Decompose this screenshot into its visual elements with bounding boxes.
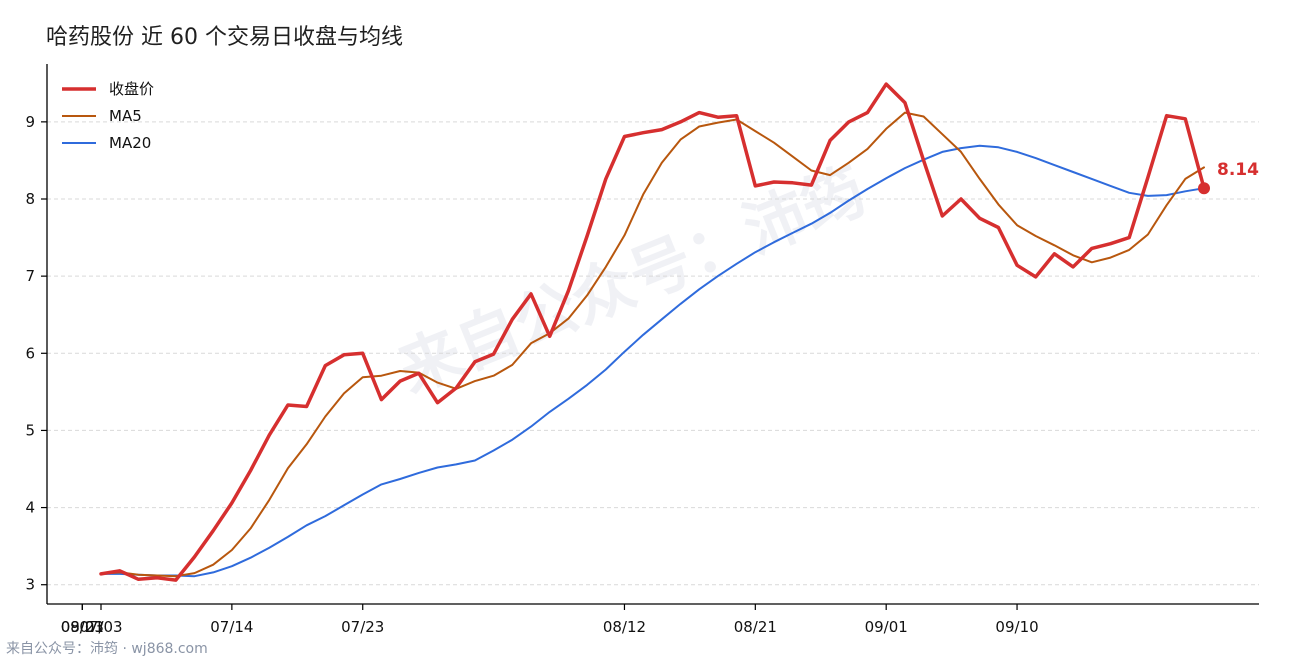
- chart-title: 哈药股份 近 60 个交易日收盘与均线: [46, 25, 403, 50]
- watermark: 来自公众号：沛筠: [388, 153, 875, 406]
- series-line-MA5: [100, 111, 1205, 578]
- series-lines: [99, 82, 1206, 582]
- x-tick-label-09/01: 09/01: [865, 618, 908, 636]
- legend: 收盘价 MA5 MA20: [62, 80, 154, 152]
- x-tick-label-08/03: 08/03: [61, 618, 104, 636]
- x-tick-label-08/12: 08/12: [603, 618, 646, 636]
- grid: [47, 121, 1259, 586]
- last-value-marker: 8.14: [1198, 160, 1259, 195]
- y-tick-label-3: 3: [25, 576, 35, 594]
- series-line-收盘价: [99, 82, 1206, 582]
- last-close-point: [1198, 182, 1210, 195]
- x-tick-label-07/23: 07/23: [341, 618, 384, 636]
- x-tick-label-08/21: 08/21: [734, 618, 777, 636]
- legend-label-收盘价: 收盘价: [109, 80, 154, 98]
- x-tick-label-07/14: 07/14: [210, 618, 253, 636]
- legend-label-MA5: MA5: [109, 107, 142, 125]
- x-tick-label-09/21: 09/21: [61, 618, 104, 636]
- axes: [46, 64, 1259, 605]
- x-tick-label-09/10: 09/10: [995, 618, 1038, 636]
- legend-label-MA20: MA20: [109, 134, 151, 152]
- y-ticks: 3 4 5 6 7 8 9: [25, 113, 47, 594]
- y-tick-label-5: 5: [25, 421, 35, 439]
- y-tick-label-9: 9: [25, 113, 35, 131]
- y-tick-label-7: 7: [25, 267, 35, 285]
- footer-credit: 来自公众号：沛筠 · wj868.com: [6, 640, 208, 657]
- x-tick-label-07/03: 07/03: [79, 618, 122, 636]
- x-ticks: 07/03 07/14 07/23 08/03 08/12 08/21 09/01 09/10…: [61, 604, 1039, 636]
- last-close-label: 8.14: [1217, 160, 1259, 180]
- y-tick-label-6: 6: [25, 344, 35, 362]
- y-tick-label-8: 8: [25, 190, 35, 208]
- y-tick-label-4: 4: [25, 499, 35, 517]
- series-line-MA20: [100, 144, 1205, 578]
